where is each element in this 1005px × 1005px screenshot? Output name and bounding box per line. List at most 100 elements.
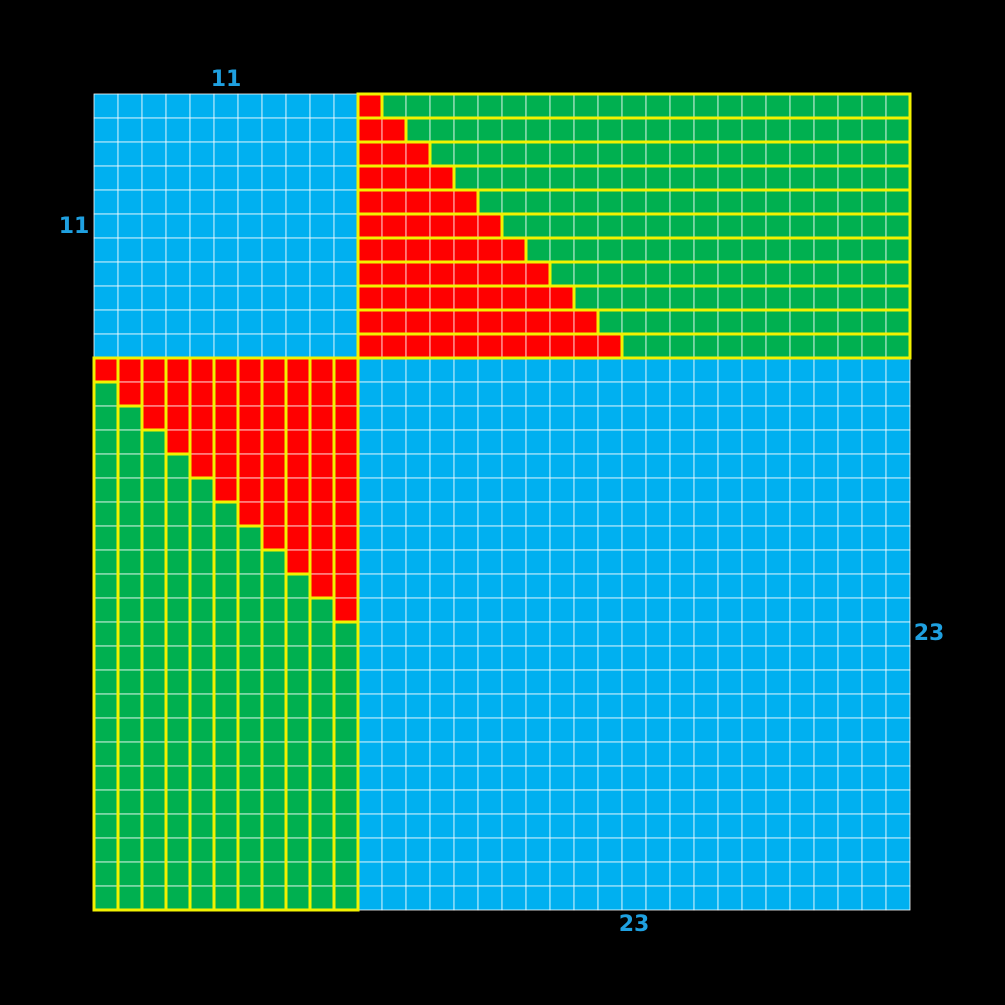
blue-cell: [741, 741, 767, 767]
blue-cell: [453, 549, 479, 575]
blue-cell: [669, 741, 695, 767]
blue-cell: [717, 885, 743, 911]
green-cell: [645, 117, 671, 143]
green-cell: [261, 669, 287, 695]
blue-cell: [597, 837, 623, 863]
red-cell: [429, 285, 455, 311]
blue-cell: [621, 765, 647, 791]
blue-cell: [861, 861, 887, 887]
green-cell: [93, 405, 119, 431]
blue-cell: [381, 693, 407, 719]
blue-cell: [117, 213, 143, 239]
blue-cell: [189, 165, 215, 191]
green-cell: [621, 285, 647, 311]
red-cell: [309, 501, 335, 527]
green-cell: [189, 765, 215, 791]
blue-cell: [453, 453, 479, 479]
green-cell: [621, 93, 647, 119]
blue-cell: [141, 93, 167, 119]
green-cell: [861, 261, 887, 287]
green-cell: [885, 261, 911, 287]
green-cell: [813, 141, 839, 167]
blue-cell: [453, 405, 479, 431]
red-cell: [165, 405, 191, 431]
green-cell: [525, 213, 551, 239]
green-cell: [141, 525, 167, 551]
red-cell: [285, 381, 311, 407]
blue-cell: [477, 549, 503, 575]
green-cell: [141, 549, 167, 575]
blue-cell: [549, 621, 575, 647]
green-cell: [285, 741, 311, 767]
red-cell: [309, 525, 335, 551]
red-cell: [285, 501, 311, 527]
blue-cell: [765, 741, 791, 767]
blue-cell: [117, 117, 143, 143]
blue-cell: [165, 333, 191, 359]
green-cell: [789, 117, 815, 143]
green-cell: [861, 165, 887, 191]
green-cell: [885, 333, 911, 359]
green-cell: [645, 309, 671, 335]
blue-cell: [741, 429, 767, 455]
blue-cell: [453, 765, 479, 791]
blue-cell: [573, 621, 599, 647]
green-cell: [885, 237, 911, 263]
red-cell: [237, 357, 263, 383]
blue-cell: [693, 429, 719, 455]
blue-cell: [621, 813, 647, 839]
blue-cell: [213, 237, 239, 263]
blue-cell: [285, 165, 311, 191]
blue-cell: [453, 789, 479, 815]
green-cell: [717, 333, 743, 359]
green-cell: [789, 237, 815, 263]
blue-cell: [837, 645, 863, 671]
blue-cell: [549, 549, 575, 575]
blue-cell: [381, 669, 407, 695]
red-cell: [501, 237, 527, 263]
green-cell: [549, 165, 575, 191]
blue-cell: [597, 477, 623, 503]
blue-cell: [789, 765, 815, 791]
blue-cell: [501, 741, 527, 767]
blue-cell: [453, 813, 479, 839]
red-cell: [261, 429, 287, 455]
blue-cell: [837, 693, 863, 719]
green-cell: [309, 621, 335, 647]
green-cell: [765, 285, 791, 311]
green-cell: [165, 813, 191, 839]
blue-cell: [237, 309, 263, 335]
blue-cell: [333, 309, 359, 335]
blue-cell: [405, 717, 431, 743]
blue-cell: [525, 549, 551, 575]
blue-cell: [141, 333, 167, 359]
blue-cell: [501, 381, 527, 407]
green-cell: [213, 573, 239, 599]
red-cell: [309, 429, 335, 455]
blue-cell: [525, 597, 551, 623]
blue-cell: [741, 813, 767, 839]
blue-cell: [357, 861, 383, 887]
red-cell: [453, 213, 479, 239]
blue-cell: [789, 501, 815, 527]
green-cell: [693, 93, 719, 119]
blue-cell: [717, 837, 743, 863]
blue-cell: [165, 93, 191, 119]
blue-cell: [741, 837, 767, 863]
green-cell: [741, 309, 767, 335]
green-cell: [93, 765, 119, 791]
blue-cell: [741, 621, 767, 647]
blue-cell: [717, 501, 743, 527]
red-cell: [357, 309, 383, 335]
green-cell: [189, 741, 215, 767]
green-cell: [213, 645, 239, 671]
blue-cell: [765, 501, 791, 527]
blue-cell: [477, 813, 503, 839]
green-cell: [861, 285, 887, 311]
green-cell: [837, 141, 863, 167]
blue-cell: [477, 765, 503, 791]
green-cell: [597, 213, 623, 239]
red-cell: [405, 285, 431, 311]
green-cell: [573, 141, 599, 167]
blue-cell: [141, 189, 167, 215]
